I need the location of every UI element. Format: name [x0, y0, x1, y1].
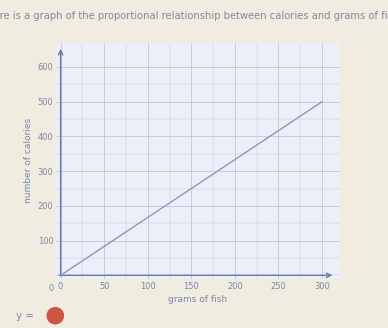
X-axis label: grams of fish: grams of fish: [168, 295, 227, 304]
Text: 0: 0: [48, 284, 54, 293]
Text: y =: y =: [16, 311, 34, 321]
Text: Here is a graph of the proportional relationship between calories and grams of f: Here is a graph of the proportional rela…: [0, 11, 388, 21]
Y-axis label: number of calories: number of calories: [24, 118, 33, 203]
Circle shape: [47, 308, 63, 324]
